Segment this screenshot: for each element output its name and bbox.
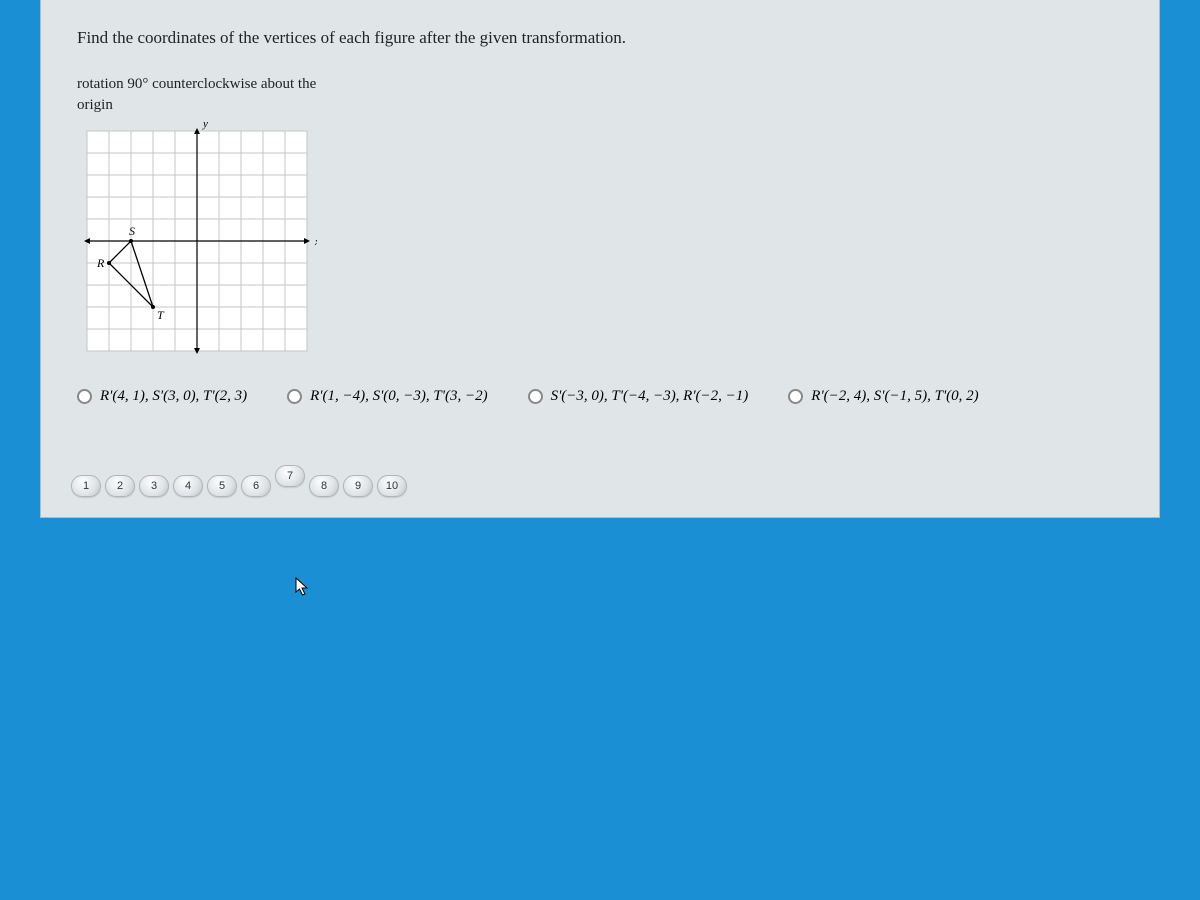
option-d[interactable]: R'(−2, 4), S'(−1, 5), T'(0, 2) [788, 388, 978, 405]
nav-item-1[interactable]: 1 [71, 475, 101, 497]
question-card: Find the coordinates of the vertices of … [40, 0, 1160, 518]
option-c[interactable]: S'(−3, 0), T'(−4, −3), R'(−2, −1) [528, 388, 749, 405]
question-title: Find the coordinates of the vertices of … [77, 28, 1123, 48]
question-nav: 12345678910 [71, 475, 1123, 497]
option-label: R'(−2, 4), S'(−1, 5), T'(0, 2) [811, 388, 978, 405]
svg-text:R: R [96, 256, 105, 270]
coordinate-graph: xyRST [77, 121, 1123, 366]
option-label: S'(−3, 0), T'(−4, −3), R'(−2, −1) [551, 388, 749, 405]
cursor-icon [295, 577, 313, 599]
nav-item-7[interactable]: 7 [275, 465, 305, 487]
question-subtitle-2: origin [77, 97, 1123, 114]
nav-item-6[interactable]: 6 [241, 475, 271, 497]
radio-icon[interactable] [528, 389, 543, 404]
nav-item-8[interactable]: 8 [309, 475, 339, 497]
nav-item-4[interactable]: 4 [173, 475, 203, 497]
option-label: R'(4, 1), S'(3, 0), T'(2, 3) [100, 388, 247, 405]
graph-svg: xyRST [77, 121, 317, 361]
option-label: R'(1, −4), S'(0, −3), T'(3, −2) [310, 388, 487, 405]
svg-text:S: S [129, 224, 135, 238]
radio-icon[interactable] [77, 389, 92, 404]
radio-icon[interactable] [788, 389, 803, 404]
option-a[interactable]: R'(4, 1), S'(3, 0), T'(2, 3) [77, 388, 247, 405]
nav-item-5[interactable]: 5 [207, 475, 237, 497]
nav-item-10[interactable]: 10 [377, 475, 407, 497]
svg-text:x: x [314, 236, 317, 248]
question-subtitle-1: rotation 90° counterclockwise about the [77, 76, 1123, 93]
nav-item-2[interactable]: 2 [105, 475, 135, 497]
option-b[interactable]: R'(1, −4), S'(0, −3), T'(3, −2) [287, 388, 487, 405]
nav-item-3[interactable]: 3 [139, 475, 169, 497]
answer-options: R'(4, 1), S'(3, 0), T'(2, 3) R'(1, −4), … [77, 388, 1123, 405]
nav-item-9[interactable]: 9 [343, 475, 373, 497]
svg-text:y: y [202, 121, 208, 130]
radio-icon[interactable] [287, 389, 302, 404]
